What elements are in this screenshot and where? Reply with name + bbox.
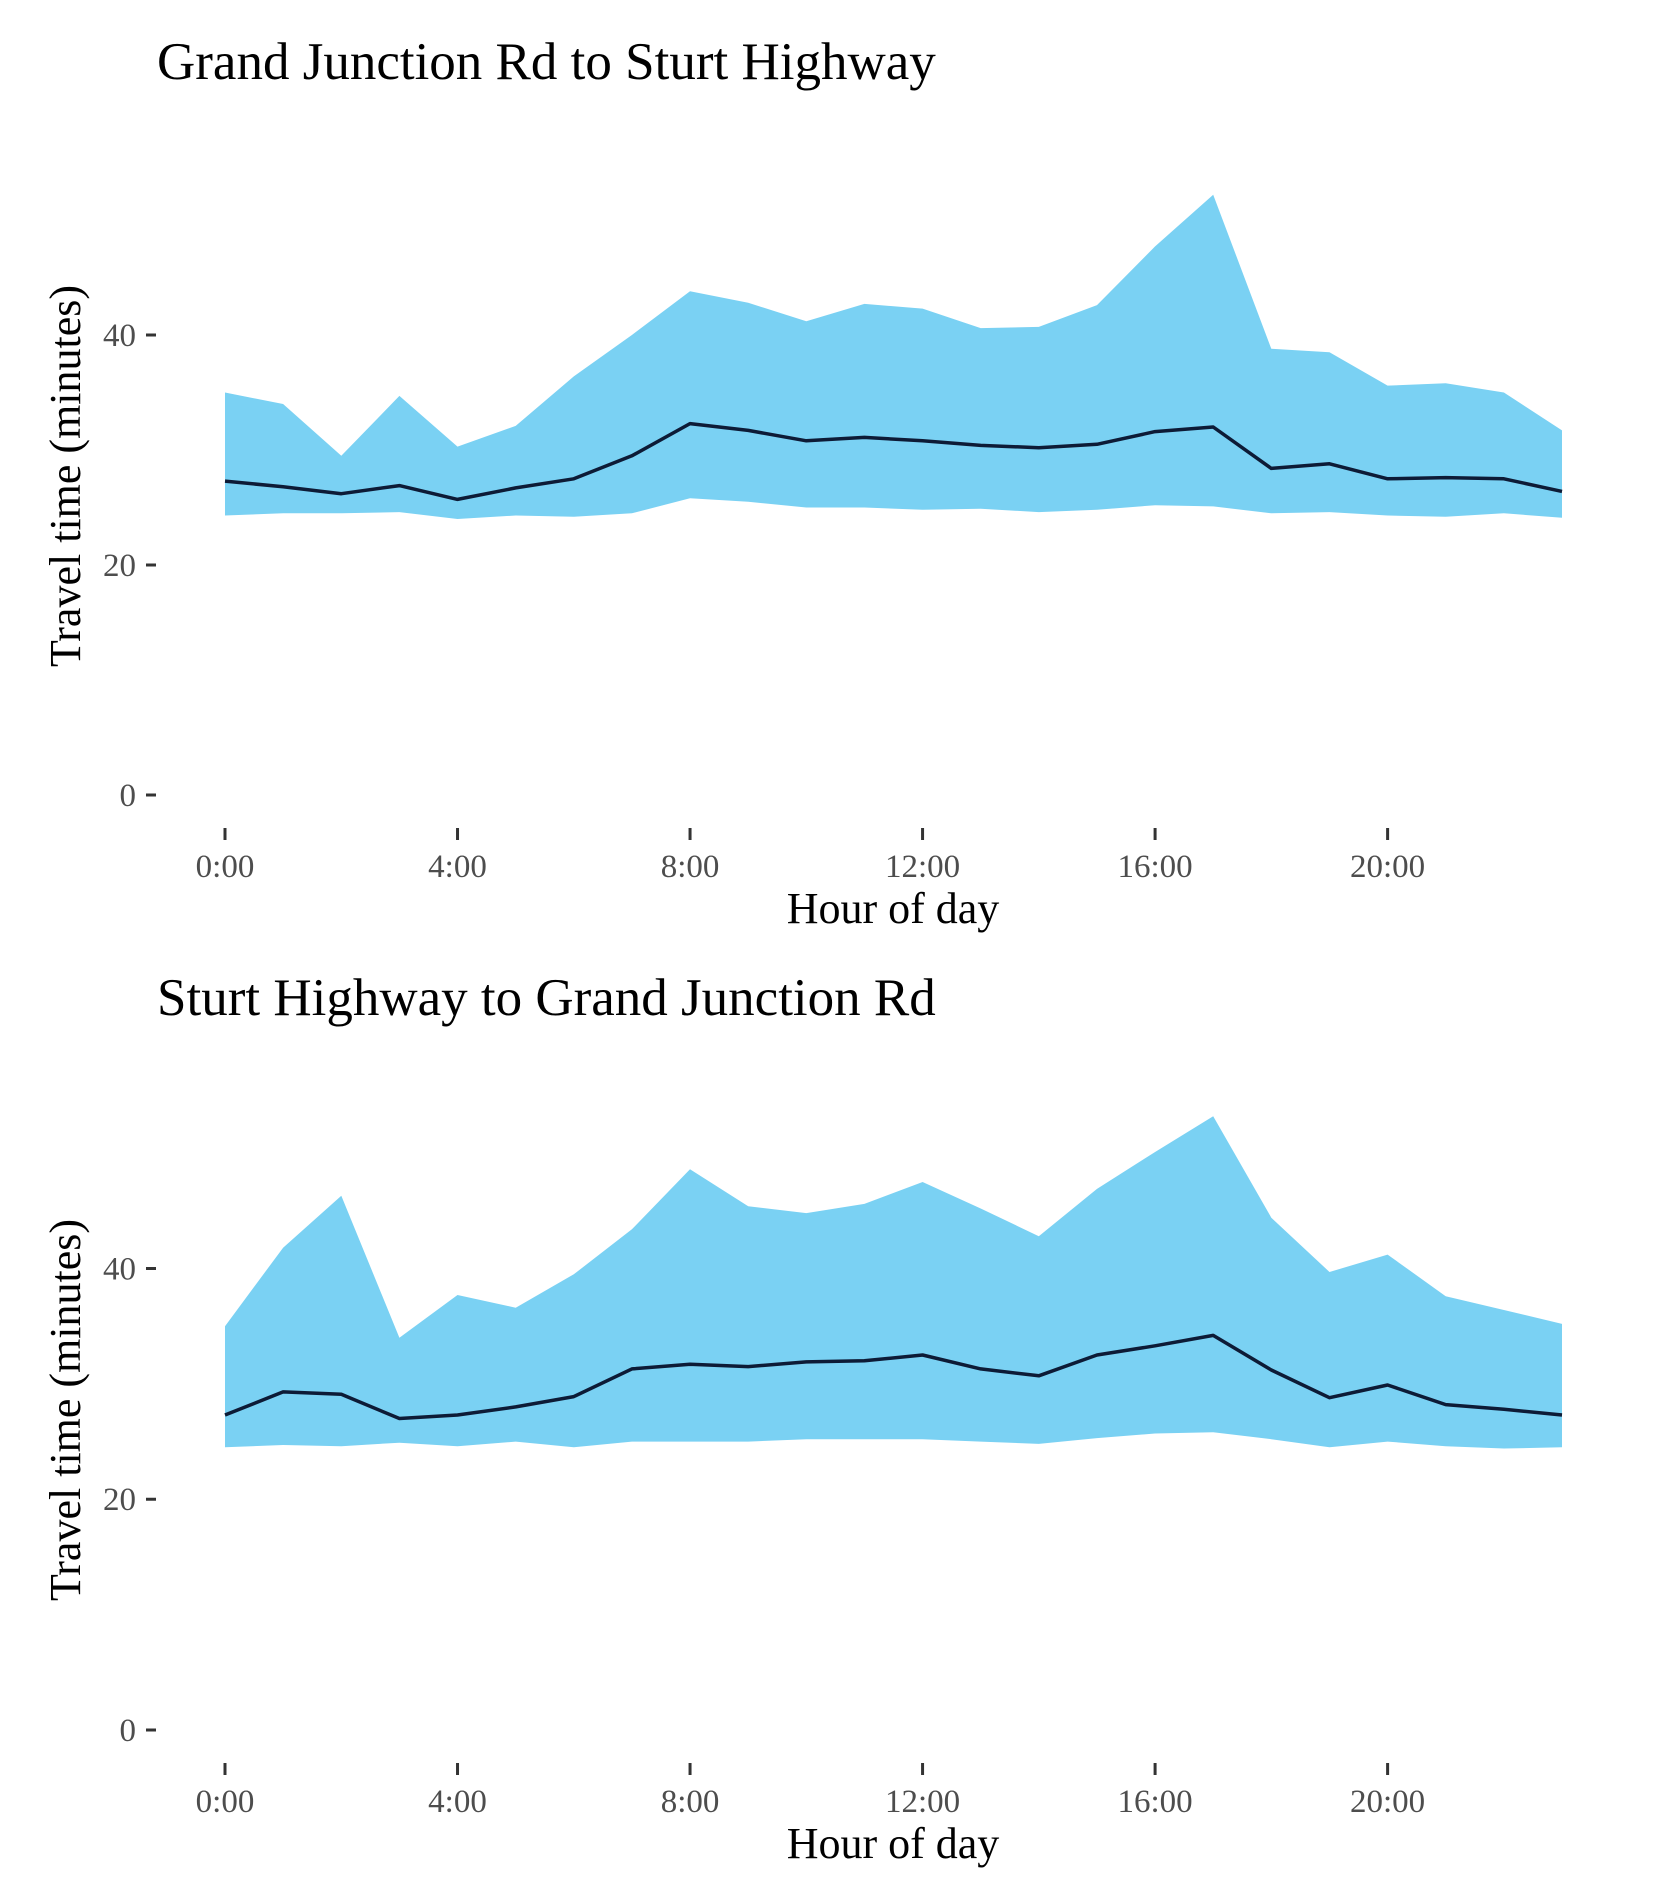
y-tick-label: 40	[103, 1251, 136, 1287]
x-axis-title: Hour of day	[787, 1819, 1000, 1868]
panel-2: 0 20 40 0:00 4:00 8:00 12:00 16:00 20:00 Sturt Hi…	[41, 969, 1563, 1868]
x-tick-label: 0:00	[196, 1784, 255, 1820]
x-tick-label: 0:00	[196, 849, 255, 885]
panel-1: 0 20 40 0:00 4:00 8:00 12:00 16:00 20:00 Grand Ju…	[41, 33, 1563, 933]
x-tick-label: 8:00	[661, 849, 720, 885]
median-line	[224, 421, 1563, 502]
x-tick-label: 12:00	[885, 1784, 960, 1820]
ribbon-band	[225, 1116, 1562, 1449]
y-axis-title: Travel time (minutes)	[41, 1219, 90, 1601]
x-tick-label: 20:00	[1350, 1784, 1425, 1820]
chart-title: Sturt Highway to Grand Junction Rd	[157, 969, 936, 1027]
y-tick-label: 20	[103, 1482, 136, 1518]
y-tick-label: 40	[103, 318, 136, 354]
x-tick-label: 4:00	[428, 849, 487, 885]
x-tick-label: 16:00	[1118, 1784, 1193, 1820]
x-tick-label: 4:00	[428, 1784, 487, 1820]
x-axis-title: Hour of day	[787, 884, 1000, 933]
x-tick-label: 16:00	[1118, 849, 1193, 885]
median-line	[224, 1333, 1563, 1421]
y-axis-title: Travel time (minutes)	[41, 285, 90, 667]
x-tick-label: 12:00	[885, 849, 960, 885]
x-tick-label: 8:00	[661, 1784, 720, 1820]
chart-title: Grand Junction Rd to Sturt Highway	[157, 33, 936, 91]
y-tick-label: 0	[120, 778, 137, 814]
y-tick-label: 0	[120, 1713, 137, 1749]
y-tick-label: 20	[103, 548, 136, 584]
x-tick-label: 20:00	[1350, 849, 1425, 885]
